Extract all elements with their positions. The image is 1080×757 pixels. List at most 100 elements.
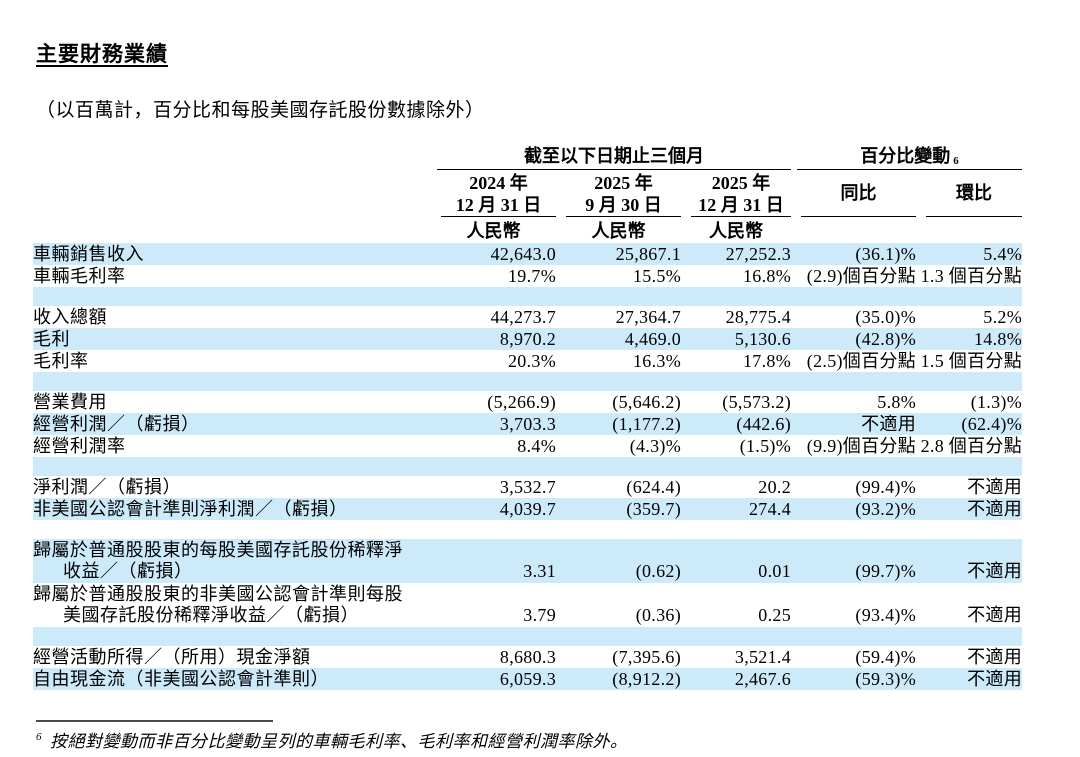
footnote-reference: 6 [953, 155, 959, 167]
period-group-header: 截至以下日期止三個月 [431, 142, 791, 170]
row-label: 淨利潤／（虧損） [33, 477, 181, 497]
value-cell: 20.2 [758, 477, 791, 497]
col-header-2025-12-31: 2025 年 12 月 31 日 [681, 170, 791, 217]
row-label [33, 372, 431, 391]
page-title: 主要財務業績 [36, 42, 168, 66]
row-label: 歸屬於普通股股東的每股美國存託股份稀釋淨 收益／（虧損） [33, 540, 403, 581]
value-cell [431, 520, 556, 539]
value-cell: (99.7)% [855, 561, 916, 581]
table-row: 自由現金流（非美國公認會計準則） 6,059.3 (8,912.2) 2,467.6 (… [33, 668, 1022, 690]
value-cell: (42.8)% [855, 329, 916, 349]
value-cell [431, 287, 556, 306]
value-cell: (7,395.6) [612, 647, 681, 667]
col-header-2024-12-31: 2024 年 12 月 31 日 [431, 170, 556, 217]
value-cell: 42,643.0 [490, 244, 556, 264]
row-label: 經營活動所得／（所用）現金淨額 [33, 647, 311, 667]
value-cell: (1,177.2) [612, 414, 681, 434]
row-label: 非美國公認會計準則淨利潤／（虧損） [33, 499, 348, 519]
value-cell [916, 627, 1022, 646]
value-cell: (5,266.9) [487, 392, 556, 412]
value-cell: (442.6) [736, 414, 791, 434]
value-cell: 0.25 [758, 605, 791, 625]
value-cell: 3.31 [523, 561, 556, 581]
col-header-2025-09-30: 2025 年 9 月 30 日 [556, 170, 681, 217]
value-cell: (0.36) [635, 605, 681, 625]
value-cell: 不適用 [967, 669, 1022, 689]
table-row: 淨利潤／（虧損） 3,532.7 (624.4) 20.2 (99.4)% 不適用 [33, 476, 1022, 498]
table-row: 車輛銷售收入 42,643.0 25,867.1 27,252.3 (36.1)% 5.4… [33, 243, 1022, 265]
value-cell: 3,521.4 [734, 647, 791, 667]
period-group-label: 截至以下日期止三個月 [524, 146, 704, 166]
table-row: 經營利潤率 8.4% (4.3)% (1.5)% (9.9)個百分點 2.8 個百分點 [33, 435, 1022, 457]
value-cell: (8,912.2) [612, 669, 681, 689]
value-cell: 19.7% [508, 266, 556, 286]
row-label: 歸屬於普通股股東的非美國公認會計準則每股 美國存託股份稀釋淨收益／（虧損） [33, 584, 403, 625]
table-header: 截至以下日期止三個月 百分比變動 6 2024 年 12 月 31 日 [33, 142, 1022, 243]
value-cell [791, 627, 916, 646]
value-cell: 28,775.4 [725, 307, 791, 327]
row-label [33, 520, 431, 539]
column-header-row: 2024 年 12 月 31 日 2025 年 9 月 30 日 2025 年 … [33, 170, 1022, 217]
value-cell [431, 372, 556, 391]
value-cell [681, 457, 791, 476]
empty-label-cell [33, 170, 431, 217]
row-label: 經營利潤／（虧損） [33, 414, 200, 434]
value-cell: 2.8 個百分點 [920, 436, 1022, 456]
value-cell: 1.5 個百分點 [920, 351, 1022, 371]
value-cell: 8.4% [517, 436, 556, 456]
value-cell: (2.9)個百分點 [806, 266, 916, 286]
value-cell: 14.8% [974, 329, 1022, 349]
value-cell: 25,867.1 [615, 244, 681, 264]
value-cell: (59.3)% [855, 669, 916, 689]
value-cell [431, 457, 556, 476]
value-cell: 1.3 個百分點 [920, 266, 1022, 286]
value-cell: 16.3% [633, 351, 681, 371]
value-cell: (35.0)% [855, 307, 916, 327]
table-row: 毛利率 20.3% 16.3% 17.8% (2.5)個百分點 1.5 個百分點 [33, 350, 1022, 372]
value-cell: (1.5)% [739, 436, 791, 456]
value-cell: 8,970.2 [499, 329, 556, 349]
financial-results-document: 主要財務業績 （以百萬計，百分比和每股美國存託股份數據除外） 截至以下日期止三個… [33, 42, 1022, 751]
row-label: 車輛銷售收入 [33, 244, 144, 264]
row-label: 收入總額 [33, 307, 107, 327]
value-cell: (62.4)% [961, 414, 1022, 434]
row-label: 營業費用 [33, 392, 107, 412]
value-cell: 20.3% [508, 351, 556, 371]
footnote-text: 6 按絕對變動而非百分比變動呈列的車輛毛利率、毛利率和經營利潤率除外。 [36, 731, 628, 751]
value-cell [791, 457, 916, 476]
row-label [33, 627, 431, 646]
row-label: 自由現金流（非美國公認會計準則） [33, 669, 329, 689]
value-cell: (2.5)個百分點 [806, 351, 916, 371]
value-cell [681, 627, 791, 646]
col-header-qoq: 環比 [916, 170, 1022, 217]
value-cell [916, 457, 1022, 476]
currency-label: 人民幣 [709, 221, 763, 241]
value-cell [791, 287, 916, 306]
value-cell: (36.1)% [855, 244, 916, 264]
table-row: 歸屬於普通股股東的非美國公認會計準則每股 美國存託股份稀釋淨收益／（虧損） 3.79… [33, 583, 1022, 627]
value-cell: (5,573.2) [722, 392, 791, 412]
value-cell: (359.7) [626, 499, 681, 519]
value-cell: 27,252.3 [725, 244, 791, 264]
value-cell: 274.4 [749, 499, 791, 519]
value-cell: 5,130.6 [734, 329, 791, 349]
value-cell [556, 627, 681, 646]
units-note: （以百萬計，百分比和每股美國存託股份數據除外） [36, 100, 485, 121]
financial-table: 截至以下日期止三個月 百分比變動 6 2024 年 12 月 31 日 [33, 142, 1022, 690]
spacer-row [33, 457, 1022, 476]
spacer-row [33, 372, 1022, 391]
table-row: 經營活動所得／（所用）現金淨額 8,680.3 (7,395.6) 3,521.4 (5… [33, 646, 1022, 668]
value-cell [791, 520, 916, 539]
value-cell: (9.9)個百分點 [806, 436, 916, 456]
value-cell: 17.8% [743, 351, 791, 371]
value-cell [431, 627, 556, 646]
table-body: 車輛銷售收入 42,643.0 25,867.1 27,252.3 (36.1)% 5.4… [33, 243, 1022, 690]
value-cell: 4,469.0 [624, 329, 681, 349]
value-cell: 3,532.7 [499, 477, 556, 497]
value-cell: 27,364.7 [615, 307, 681, 327]
value-cell: 16.8% [743, 266, 791, 286]
value-cell [556, 520, 681, 539]
value-cell [916, 372, 1022, 391]
table-row: 營業費用 (5,266.9) (5,646.2) (5,573.2) 5.8% (1.3)… [33, 391, 1022, 413]
spacer-row [33, 627, 1022, 646]
